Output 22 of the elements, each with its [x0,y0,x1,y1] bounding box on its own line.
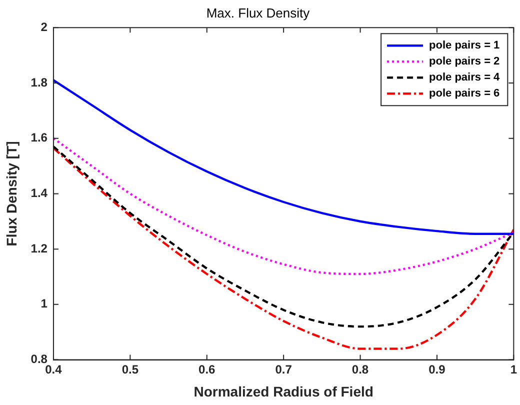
y-tick-label: 0.8 [30,352,48,366]
y-tick-label: 1.2 [30,241,48,256]
legend-label: pole pairs = 2 [429,56,500,68]
chart-title: Max. Flux Density [206,5,310,20]
x-tick-label: 0.4 [45,362,62,376]
y-tick-label: 1.4 [30,186,48,200]
y-tick-label: 2 [40,20,48,34]
y-axis-title: Flux Density [T] [3,141,20,246]
x-tick-label: 0.9 [428,362,446,376]
legend-label: pole pairs = 1 [429,40,500,52]
y-tick-label: 1.8 [30,75,48,90]
x-tick-label: 0.5 [122,362,139,376]
x-tick-label: 1 [510,362,518,376]
y-tick-label: 1.6 [30,130,48,145]
y-tick-label: 1 [40,296,48,311]
line-series [53,137,514,276]
legend-label: pole pairs = 4 [429,72,501,84]
x-tick-label: 0.7 [275,362,292,376]
x-axis-title: Normalized Radius of Field [194,383,374,400]
x-tick-label: 0.6 [198,362,216,376]
x-tick-label: 0.8 [352,362,369,376]
legend-label: pole pairs = 6 [429,88,500,100]
